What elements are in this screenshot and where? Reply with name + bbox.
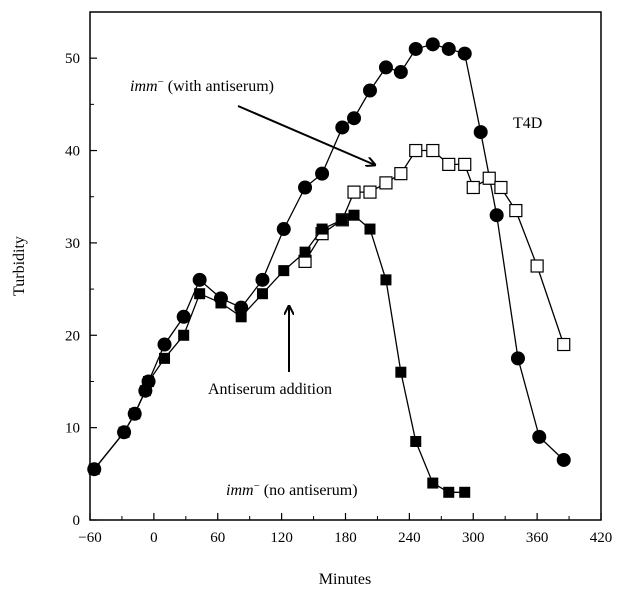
data-point — [234, 300, 249, 315]
data-point — [347, 111, 362, 126]
y-tick-label: 30 — [65, 236, 80, 252]
y-tick-label: 50 — [65, 51, 80, 67]
data-point — [380, 274, 392, 286]
data-point — [443, 486, 455, 498]
data-point — [192, 272, 207, 287]
data-point — [278, 265, 290, 277]
data-point — [482, 171, 496, 185]
annotation-t4d: T4D — [513, 115, 542, 132]
data-point — [427, 477, 439, 489]
data-point — [408, 41, 423, 56]
x-axis-label: Minutes — [319, 571, 371, 588]
data-point — [118, 426, 130, 438]
y-tick-label: 10 — [65, 421, 80, 437]
series-filled-circle — [87, 37, 571, 477]
data-point — [336, 214, 348, 226]
annotation-no-antiserum: imm− (no antiserum) — [226, 480, 358, 499]
data-point — [176, 309, 191, 324]
data-point — [441, 41, 456, 56]
data-point — [378, 60, 393, 75]
data-point — [394, 167, 408, 181]
arrow-to-with-antiserum — [237, 105, 375, 165]
x-tick-label: 240 — [398, 530, 421, 546]
data-point — [256, 288, 268, 300]
data-point — [395, 366, 407, 378]
x-tick-label: −60 — [78, 530, 101, 546]
data-point — [255, 272, 270, 287]
data-point — [299, 246, 311, 258]
data-point — [509, 203, 523, 218]
series-line — [304, 149, 565, 345]
data-point — [473, 125, 488, 140]
data-point — [466, 180, 480, 195]
data-point — [348, 209, 360, 221]
data-point — [557, 337, 571, 352]
series-open-square — [298, 143, 571, 352]
data-point — [178, 329, 190, 341]
data-point — [425, 37, 440, 52]
data-point — [363, 185, 377, 199]
data-point — [362, 83, 377, 98]
data-point — [510, 351, 525, 366]
data-point — [489, 208, 504, 223]
data-point — [494, 180, 508, 195]
data-point — [143, 375, 155, 387]
data-point — [276, 222, 291, 237]
x-tick-label: 300 — [462, 530, 485, 546]
data-point — [235, 311, 247, 323]
data-point — [129, 408, 141, 420]
annotation-antiserum-addition: Antiserum addition — [208, 381, 332, 398]
data-point — [315, 166, 330, 181]
data-point — [532, 429, 547, 444]
data-point — [426, 143, 440, 158]
series-filled-square — [88, 209, 471, 498]
series-layer — [87, 37, 571, 498]
data-point — [298, 180, 313, 195]
data-point — [157, 337, 172, 352]
series-line — [93, 214, 465, 493]
y-axis-label: Turbidity — [11, 236, 28, 296]
x-tick-label: 180 — [334, 530, 357, 546]
data-point — [457, 46, 472, 61]
y-tick-label: 0 — [73, 513, 81, 529]
data-point — [442, 157, 456, 171]
data-point — [139, 385, 151, 397]
data-point — [159, 352, 171, 364]
data-point — [379, 176, 393, 190]
x-tick-label: 0 — [150, 530, 158, 546]
annotation-with-antiserum: imm− (with antiserum) — [130, 76, 274, 95]
data-point — [88, 463, 100, 475]
data-point — [316, 223, 328, 235]
x-tick-label: 360 — [526, 530, 549, 546]
data-point — [556, 452, 571, 467]
data-point — [347, 185, 361, 199]
data-point — [364, 223, 376, 235]
data-point — [410, 435, 422, 447]
data-point — [458, 157, 472, 171]
series-line — [93, 43, 565, 470]
y-tick-label: 40 — [65, 144, 80, 160]
data-point — [530, 259, 544, 273]
data-point — [215, 297, 227, 309]
data-point — [409, 143, 423, 158]
x-tick-label: 420 — [590, 530, 613, 546]
x-tick-label: 120 — [270, 530, 293, 546]
y-tick-label: 20 — [65, 328, 80, 344]
data-point — [335, 120, 350, 135]
data-point — [393, 65, 408, 80]
x-tick-label: 60 — [210, 530, 225, 546]
data-point — [459, 486, 471, 498]
data-point — [194, 288, 206, 300]
